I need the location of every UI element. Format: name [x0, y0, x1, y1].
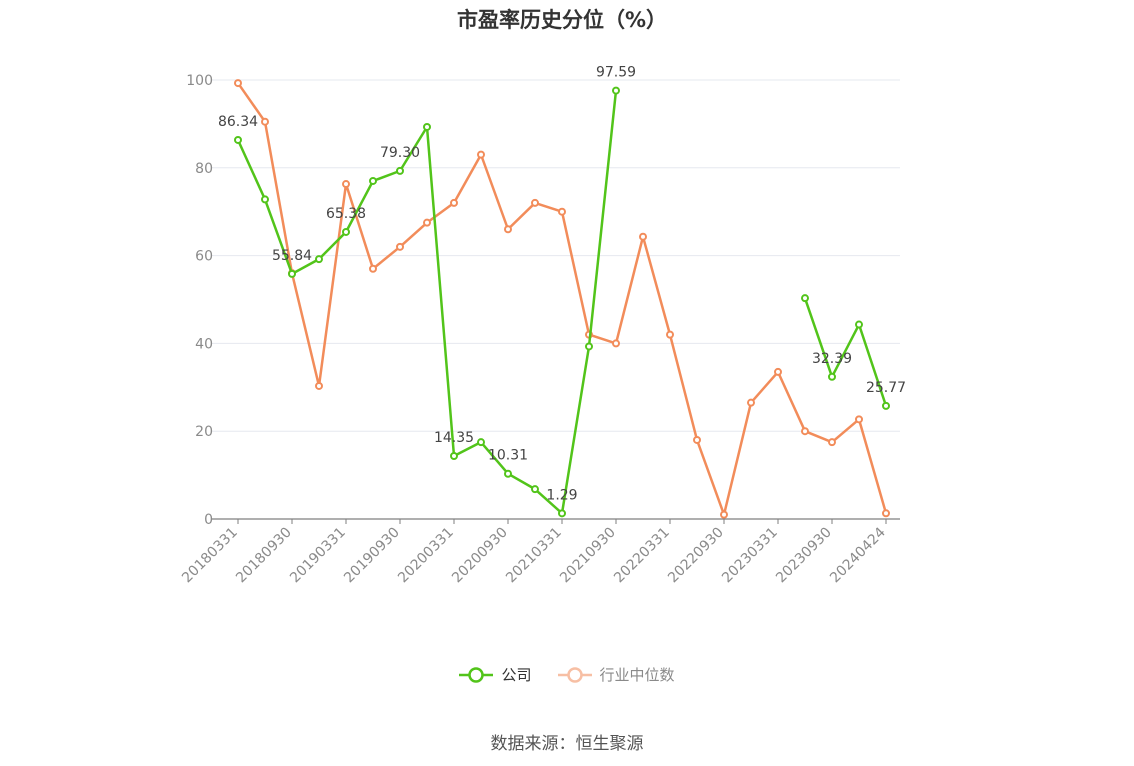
- data-point: [234, 79, 242, 88]
- data-point: [855, 320, 863, 329]
- series-line: [236, 90, 618, 515]
- data-point: [558, 509, 566, 518]
- legend-label-industry-median: 行业中位数: [599, 666, 675, 684]
- data-point: [882, 509, 890, 518]
- legend: 公司 行业中位数: [0, 664, 1134, 685]
- data-label: 97.59: [596, 65, 636, 81]
- legend-swatch-company-icon: [459, 666, 494, 683]
- x-tick-label: 20220331: [611, 525, 673, 587]
- source-note: 数据来源：恒生聚源: [490, 734, 644, 754]
- data-labels: 86.34 55.84 65.38 79.30 14.35 10.31 1.29 97.59 3…: [218, 65, 906, 504]
- x-tick-label: 20210331: [503, 525, 565, 587]
- y-tick-label: 60: [195, 249, 213, 265]
- data-point: [801, 427, 809, 436]
- data-point: [585, 342, 593, 351]
- data-point: [369, 176, 377, 185]
- x-tick-label: 20180930: [233, 525, 295, 587]
- data-point: [855, 415, 863, 424]
- data-point: [882, 401, 890, 410]
- data-point: [396, 166, 404, 175]
- data-point: [288, 269, 296, 278]
- data-point: [828, 438, 836, 447]
- data-label: 14.35: [434, 430, 474, 446]
- data-point: [423, 122, 431, 131]
- x-tick-label: 20190331: [287, 525, 349, 587]
- data-label: 79.30: [380, 145, 420, 161]
- x-tick-label: 20200331: [395, 525, 457, 587]
- legend-label-company: 公司: [501, 666, 532, 684]
- x-tick-label: 20200930: [449, 525, 511, 587]
- data-label: 86.34: [218, 114, 258, 130]
- data-point: [558, 207, 566, 216]
- data-point: [639, 232, 647, 241]
- data-point: [342, 227, 350, 236]
- data-point: [612, 339, 620, 348]
- legend-swatch-industry-icon: [557, 666, 592, 683]
- grid-lines: [212, 79, 900, 432]
- data-point: [531, 485, 539, 494]
- series-line: [236, 82, 888, 516]
- data-point: [504, 469, 512, 478]
- data-point: [801, 294, 809, 303]
- y-tick-label: 20: [195, 424, 213, 440]
- data-point: [315, 381, 323, 390]
- y-tick-label: 40: [195, 336, 213, 352]
- x-tick-label: 20230331: [719, 525, 781, 587]
- x-tick-label: 20240424: [827, 524, 889, 586]
- x-tick-label: 20220930: [665, 525, 727, 587]
- y-tick-label: 80: [195, 161, 213, 177]
- data-point: [369, 264, 377, 273]
- x-tick-label: 20210930: [557, 525, 619, 587]
- y-tick-label: 0: [204, 512, 213, 528]
- data-point: [261, 195, 269, 204]
- data-point: [504, 225, 512, 234]
- data-point: [693, 435, 701, 444]
- data-point: [747, 398, 755, 407]
- x-tick-label: 20180331: [179, 525, 241, 587]
- x-tick-label: 20230930: [773, 525, 835, 587]
- data-label: 10.31: [488, 448, 528, 464]
- data-point: [531, 198, 539, 207]
- series-industry-median: [234, 79, 890, 519]
- data-point: [477, 438, 485, 447]
- data-point: [828, 372, 836, 381]
- legend-item-company[interactable]: 公司: [459, 664, 532, 685]
- data-point: [450, 198, 458, 207]
- legend-item-industry-median[interactable]: 行业中位数: [557, 664, 675, 685]
- series-company: [234, 86, 890, 518]
- data-point: [315, 255, 323, 264]
- data-point: [342, 180, 350, 189]
- data-label: 25.77: [866, 380, 906, 396]
- y-tick-label: 100: [186, 73, 213, 89]
- axes: 0 20 40 60 80 100 2018033120180930201903312019…: [179, 73, 900, 586]
- data-label: 1.29: [546, 487, 577, 503]
- chart-title: 市盈率历史分位（%）: [456, 8, 668, 32]
- x-tick-label: 20190930: [341, 525, 403, 587]
- data-point: [450, 452, 458, 461]
- data-point: [612, 86, 620, 95]
- data-point: [396, 242, 404, 251]
- data-label: 65.38: [326, 206, 366, 222]
- data-point: [234, 135, 242, 144]
- data-point: [720, 510, 728, 519]
- data-label: 32.39: [812, 351, 852, 367]
- series-lines: [234, 79, 890, 519]
- data-point: [666, 330, 674, 339]
- data-label: 55.84: [272, 248, 312, 264]
- series-line: [803, 297, 888, 407]
- data-point: [261, 117, 269, 126]
- data-point: [423, 218, 431, 227]
- data-point: [774, 367, 782, 376]
- data-point: [477, 150, 485, 159]
